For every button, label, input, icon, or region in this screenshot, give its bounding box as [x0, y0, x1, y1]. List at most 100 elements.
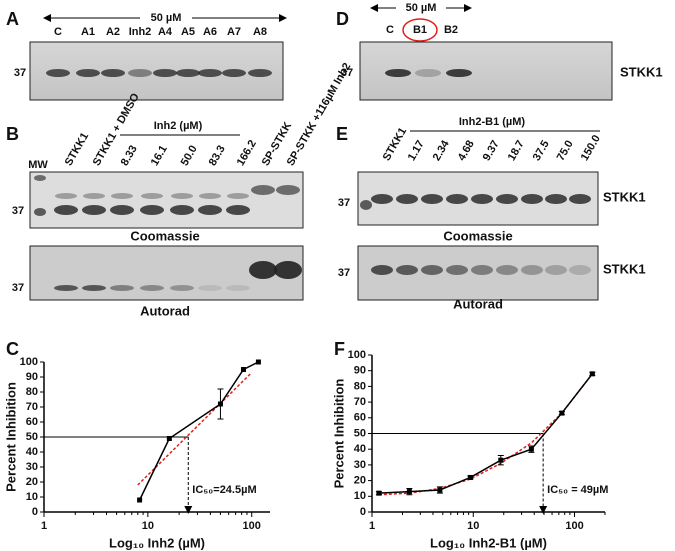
panel-label: E — [336, 124, 348, 144]
protein: STKK1 — [603, 261, 646, 276]
lane-label: 83.3 — [207, 143, 228, 168]
x-tick-label: 10 — [467, 520, 479, 532]
band — [226, 285, 250, 291]
lane-label: Inh2 — [129, 26, 152, 38]
point — [406, 489, 412, 495]
band — [34, 175, 46, 181]
band — [545, 194, 567, 204]
y-tick-label: 90 — [26, 371, 38, 383]
band — [227, 193, 249, 199]
band — [222, 69, 246, 77]
band — [176, 69, 200, 77]
stain: Autorad — [453, 296, 503, 311]
y-tick-label: 50 — [26, 431, 38, 443]
lane-label: 9.37 — [481, 138, 502, 163]
band — [83, 193, 105, 199]
band — [170, 205, 194, 215]
y-tick-label: 70 — [354, 396, 366, 408]
band — [396, 194, 418, 204]
lane-label: 1.17 — [406, 138, 427, 163]
y-tick-label: 0 — [32, 506, 38, 518]
panel-label: D — [336, 9, 349, 29]
lane-label: A1 — [81, 26, 95, 38]
lane-label: B1 — [413, 24, 427, 36]
band — [140, 205, 164, 215]
marker: 37 — [14, 67, 26, 79]
y-tick-label: 30 — [354, 459, 366, 471]
lane-label: STKK1 — [63, 131, 91, 168]
band — [521, 265, 543, 275]
y-tick-label: 80 — [354, 380, 366, 392]
band — [496, 265, 518, 275]
band — [34, 208, 46, 216]
fit-line — [378, 373, 593, 496]
lane-label: 8.33 — [119, 143, 140, 168]
band — [82, 205, 106, 215]
point — [166, 436, 172, 441]
band — [371, 194, 393, 204]
lane-label: A4 — [158, 26, 173, 38]
y-tick-label: 0 — [360, 506, 366, 518]
stain: Coomassie — [130, 228, 199, 243]
marker: 37 — [338, 197, 350, 209]
band — [471, 265, 493, 275]
x-tick-label: 100 — [243, 520, 261, 532]
x-tick-label: 1 — [41, 520, 47, 532]
y-tick-label: 40 — [26, 446, 38, 458]
point — [217, 401, 223, 407]
annotation: IC₅₀=24.5µM — [192, 484, 256, 496]
y-tick-label: 10 — [354, 490, 366, 502]
band — [521, 194, 543, 204]
point — [559, 410, 565, 416]
band — [226, 205, 250, 215]
lane-label: A8 — [253, 26, 267, 38]
point — [255, 359, 261, 365]
lane-label: C — [386, 24, 394, 36]
y-tick-label: 60 — [354, 412, 366, 424]
marker: 37 — [12, 205, 24, 217]
band — [276, 185, 300, 195]
line — [378, 373, 593, 494]
stain: Autorad — [140, 303, 190, 318]
x-axis-label: Log₁₀ Inh2-B1 (µM) — [430, 535, 547, 550]
lane-label: C — [54, 26, 62, 38]
point — [589, 371, 595, 377]
y-tick-label: 70 — [26, 401, 38, 413]
band — [446, 69, 472, 77]
protein: STKK1 — [620, 64, 663, 79]
point — [437, 487, 443, 493]
y-tick-label: 100 — [20, 356, 38, 368]
lane-label: 50.0 — [179, 143, 200, 168]
band — [110, 285, 134, 291]
y-tick-label: 10 — [26, 491, 38, 503]
band — [396, 265, 418, 275]
point — [467, 474, 473, 480]
marker: 37 — [12, 282, 24, 294]
point — [498, 457, 504, 463]
y-tick-label: 50 — [354, 427, 366, 439]
y-tick-label: 20 — [26, 476, 38, 488]
band — [569, 265, 591, 275]
band — [446, 194, 468, 204]
concentration: 50 µM — [151, 12, 182, 24]
lane-label: B2 — [444, 24, 458, 36]
band — [199, 193, 221, 199]
lane-label: 2.34 — [431, 138, 453, 163]
band — [421, 265, 443, 275]
y-tick-label: 20 — [354, 475, 366, 487]
x-tick-label: 100 — [565, 520, 583, 532]
band — [111, 193, 133, 199]
band — [171, 193, 193, 199]
lane-label: 4.68 — [456, 138, 477, 163]
marker: 37 — [338, 267, 350, 279]
annotation: IC₅₀ = 49µM — [547, 484, 608, 496]
lane-label: 37.5 — [531, 138, 552, 163]
y-tick-label: 30 — [26, 461, 38, 473]
panel-label: F — [334, 339, 345, 359]
x-tick-label: 1 — [369, 520, 375, 532]
lane-label: A6 — [203, 26, 217, 38]
band — [170, 285, 194, 291]
group: Inh2-B1 (µM) — [459, 116, 526, 128]
band — [101, 69, 125, 77]
